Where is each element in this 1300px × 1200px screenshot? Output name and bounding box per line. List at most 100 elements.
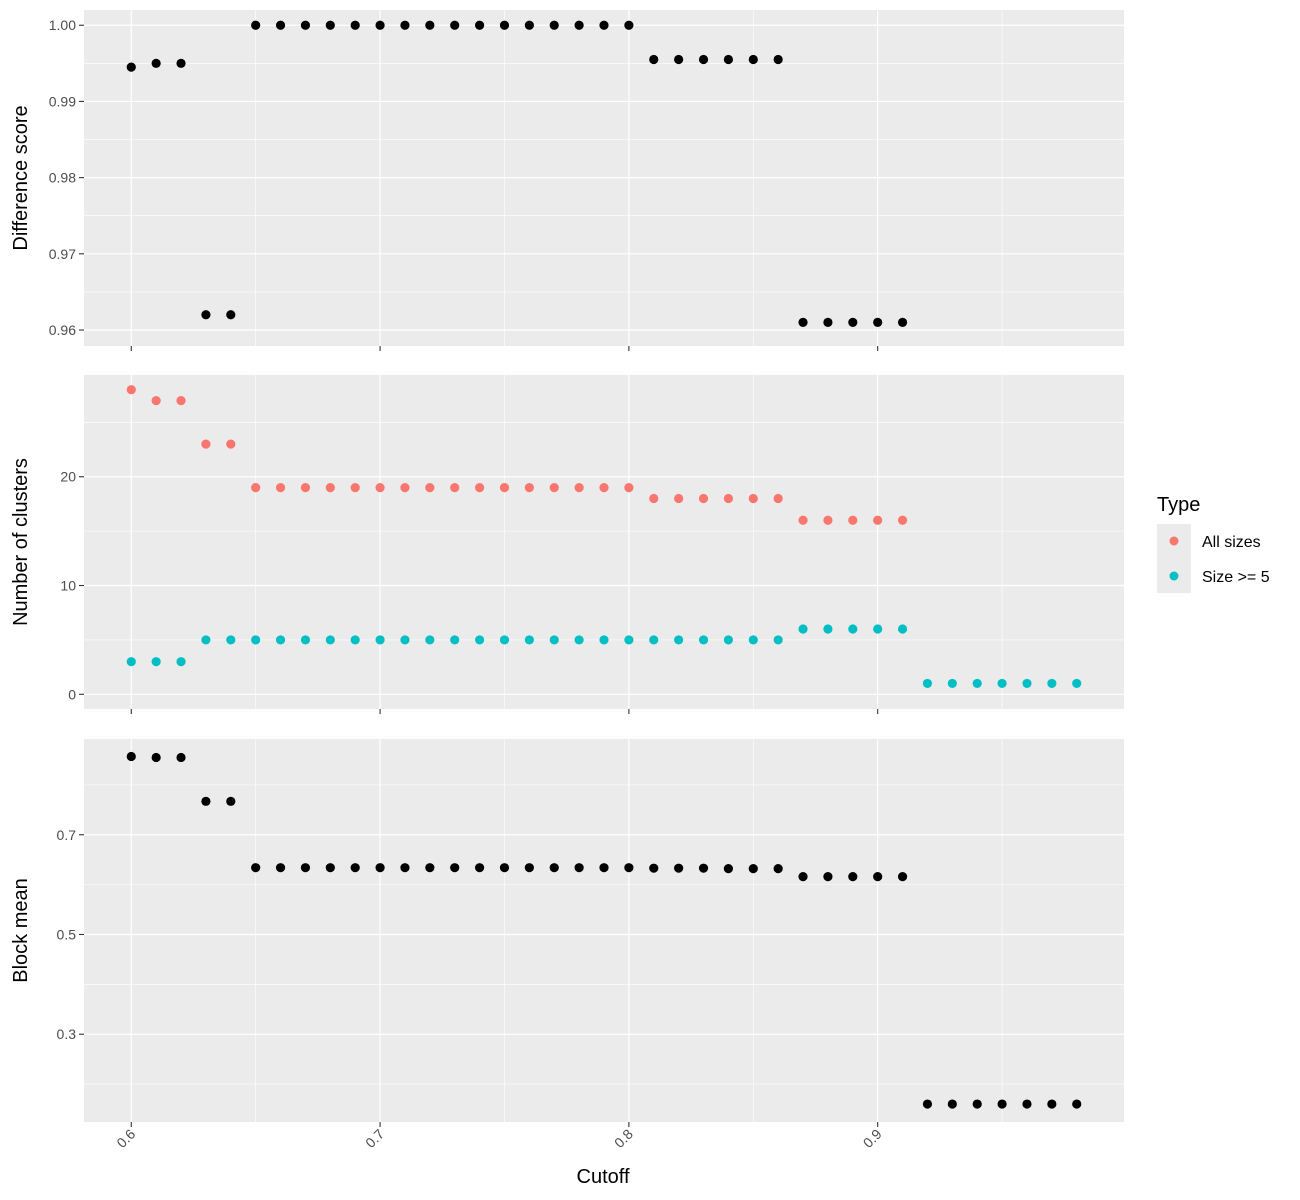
- data-point: [176, 395, 186, 406]
- data-point: [624, 863, 634, 873]
- data-point: [873, 515, 883, 525]
- x-axis-title: Cutoff: [577, 1166, 630, 1188]
- y-tick-label: 0.96: [49, 322, 76, 338]
- data-point: [873, 872, 883, 882]
- data-point: [897, 515, 908, 525]
- data-point: [897, 624, 908, 634]
- chart-panels: 0.96 0.97 0.98 0.99 1.00 Difference score 0 10 2…: [10, 10, 1124, 1151]
- data-point: [599, 20, 609, 30]
- data-point: [524, 863, 534, 873]
- data-point: [748, 864, 758, 874]
- data-point: [922, 1099, 933, 1109]
- data-point: [947, 678, 957, 689]
- data-point: [649, 863, 659, 873]
- data-point: [126, 657, 136, 667]
- data-point: [126, 385, 136, 395]
- data-point: [1047, 1099, 1057, 1109]
- data-point: [574, 635, 584, 645]
- panel-background: [84, 375, 1124, 709]
- data-point: [798, 624, 808, 634]
- data-point: [450, 20, 460, 30]
- data-point: [972, 678, 982, 689]
- data-point: [450, 863, 460, 873]
- data-point: [897, 872, 908, 882]
- data-point: [325, 863, 335, 873]
- data-point: [275, 483, 286, 493]
- data-point: [624, 635, 634, 645]
- data-point: [748, 493, 758, 504]
- data-point: [400, 483, 410, 493]
- x-tick-label: 0.8: [611, 1126, 636, 1151]
- data-point: [350, 20, 360, 30]
- legend-label-all-sizes: All sizes: [1202, 534, 1261, 551]
- data-point: [176, 58, 186, 68]
- y-tick-label: 0.3: [57, 1026, 77, 1042]
- data-point: [922, 678, 933, 689]
- data-point: [375, 483, 385, 493]
- data-point: [300, 635, 311, 645]
- data-point: [176, 752, 186, 763]
- data-point: [425, 20, 435, 30]
- legend: Type All sizes Size >= 5: [1157, 494, 1270, 593]
- data-point: [325, 635, 335, 645]
- data-point: [549, 635, 559, 645]
- data-point: [997, 678, 1007, 689]
- data-point: [251, 863, 261, 873]
- data-point: [599, 635, 609, 645]
- y-tick-label: 0.98: [49, 170, 76, 186]
- data-point: [450, 635, 460, 645]
- legend-key-size-5: [1169, 571, 1179, 581]
- x-tick-label: 0.6: [113, 1126, 138, 1151]
- data-point: [400, 863, 410, 873]
- y-tick-label: 10: [60, 578, 76, 594]
- data-point: [300, 863, 311, 873]
- data-point: [823, 872, 833, 882]
- data-point: [375, 635, 385, 645]
- data-point: [1072, 678, 1082, 689]
- data-point: [723, 864, 734, 874]
- x-tick-label: 0.9: [860, 1126, 885, 1151]
- data-point: [474, 635, 485, 645]
- data-point: [425, 635, 435, 645]
- data-point: [873, 317, 883, 327]
- data-point: [226, 796, 236, 806]
- data-point: [798, 317, 808, 327]
- y-axis-title: Difference score: [10, 105, 32, 250]
- data-point: [674, 54, 684, 65]
- data-point: [549, 20, 559, 30]
- data-point: [474, 483, 485, 493]
- data-point: [499, 20, 510, 30]
- y-tick-label: 0.7: [57, 827, 77, 843]
- data-point: [201, 439, 211, 449]
- data-point: [798, 515, 808, 525]
- data-point: [251, 483, 261, 493]
- y-tick-label: 0.5: [57, 926, 77, 942]
- data-point: [300, 20, 311, 30]
- data-point: [574, 483, 584, 493]
- data-point: [823, 515, 833, 525]
- data-point: [325, 483, 335, 493]
- data-point: [748, 54, 758, 65]
- data-point: [325, 20, 335, 30]
- data-point: [151, 752, 161, 763]
- data-point: [873, 624, 883, 634]
- data-point: [226, 635, 236, 645]
- data-point: [400, 635, 410, 645]
- data-point: [275, 863, 286, 873]
- data-point: [499, 635, 510, 645]
- data-point: [549, 483, 559, 493]
- y-tick-label: 0.99: [49, 93, 76, 109]
- data-point: [275, 20, 286, 30]
- panel-2: 0 10 20 Number of clusters: [10, 375, 1124, 714]
- y-axis-title: Block mean: [10, 878, 32, 983]
- data-point: [773, 493, 783, 504]
- data-point: [947, 1099, 957, 1109]
- data-point: [251, 635, 261, 645]
- data-point: [201, 635, 211, 645]
- data-point: [1072, 1099, 1082, 1109]
- data-point: [201, 310, 211, 320]
- panel-3: 0.3 0.5 0.7 Block mean: [10, 739, 1124, 1127]
- data-point: [624, 20, 634, 30]
- data-point: [698, 493, 709, 504]
